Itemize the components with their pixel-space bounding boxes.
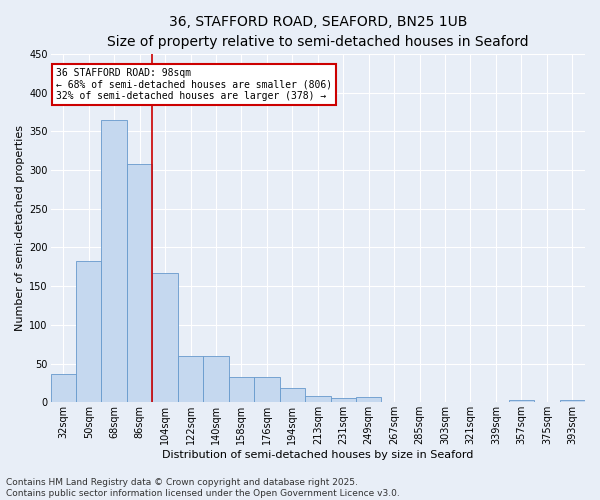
Bar [305, 396, 331, 402]
Bar [509, 400, 534, 402]
Text: Contains HM Land Registry data © Crown copyright and database right 2025.
Contai: Contains HM Land Registry data © Crown c… [6, 478, 400, 498]
Bar [254, 376, 280, 402]
X-axis label: Distribution of semi-detached houses by size in Seaford: Distribution of semi-detached houses by … [162, 450, 473, 460]
Bar [76, 260, 101, 402]
Bar [152, 273, 178, 402]
Bar [50, 374, 76, 402]
Bar [280, 388, 305, 402]
Bar [331, 398, 356, 402]
Bar [229, 376, 254, 402]
Bar [127, 164, 152, 402]
Y-axis label: Number of semi-detached properties: Number of semi-detached properties [15, 125, 25, 331]
Title: 36, STAFFORD ROAD, SEAFORD, BN25 1UB
Size of property relative to semi-detached : 36, STAFFORD ROAD, SEAFORD, BN25 1UB Siz… [107, 15, 529, 48]
Bar [203, 356, 229, 403]
Bar [356, 397, 382, 402]
Bar [101, 120, 127, 403]
Bar [178, 356, 203, 403]
Text: 36 STAFFORD ROAD: 98sqm
← 68% of semi-detached houses are smaller (806)
32% of s: 36 STAFFORD ROAD: 98sqm ← 68% of semi-de… [56, 68, 332, 101]
Bar [560, 400, 585, 402]
